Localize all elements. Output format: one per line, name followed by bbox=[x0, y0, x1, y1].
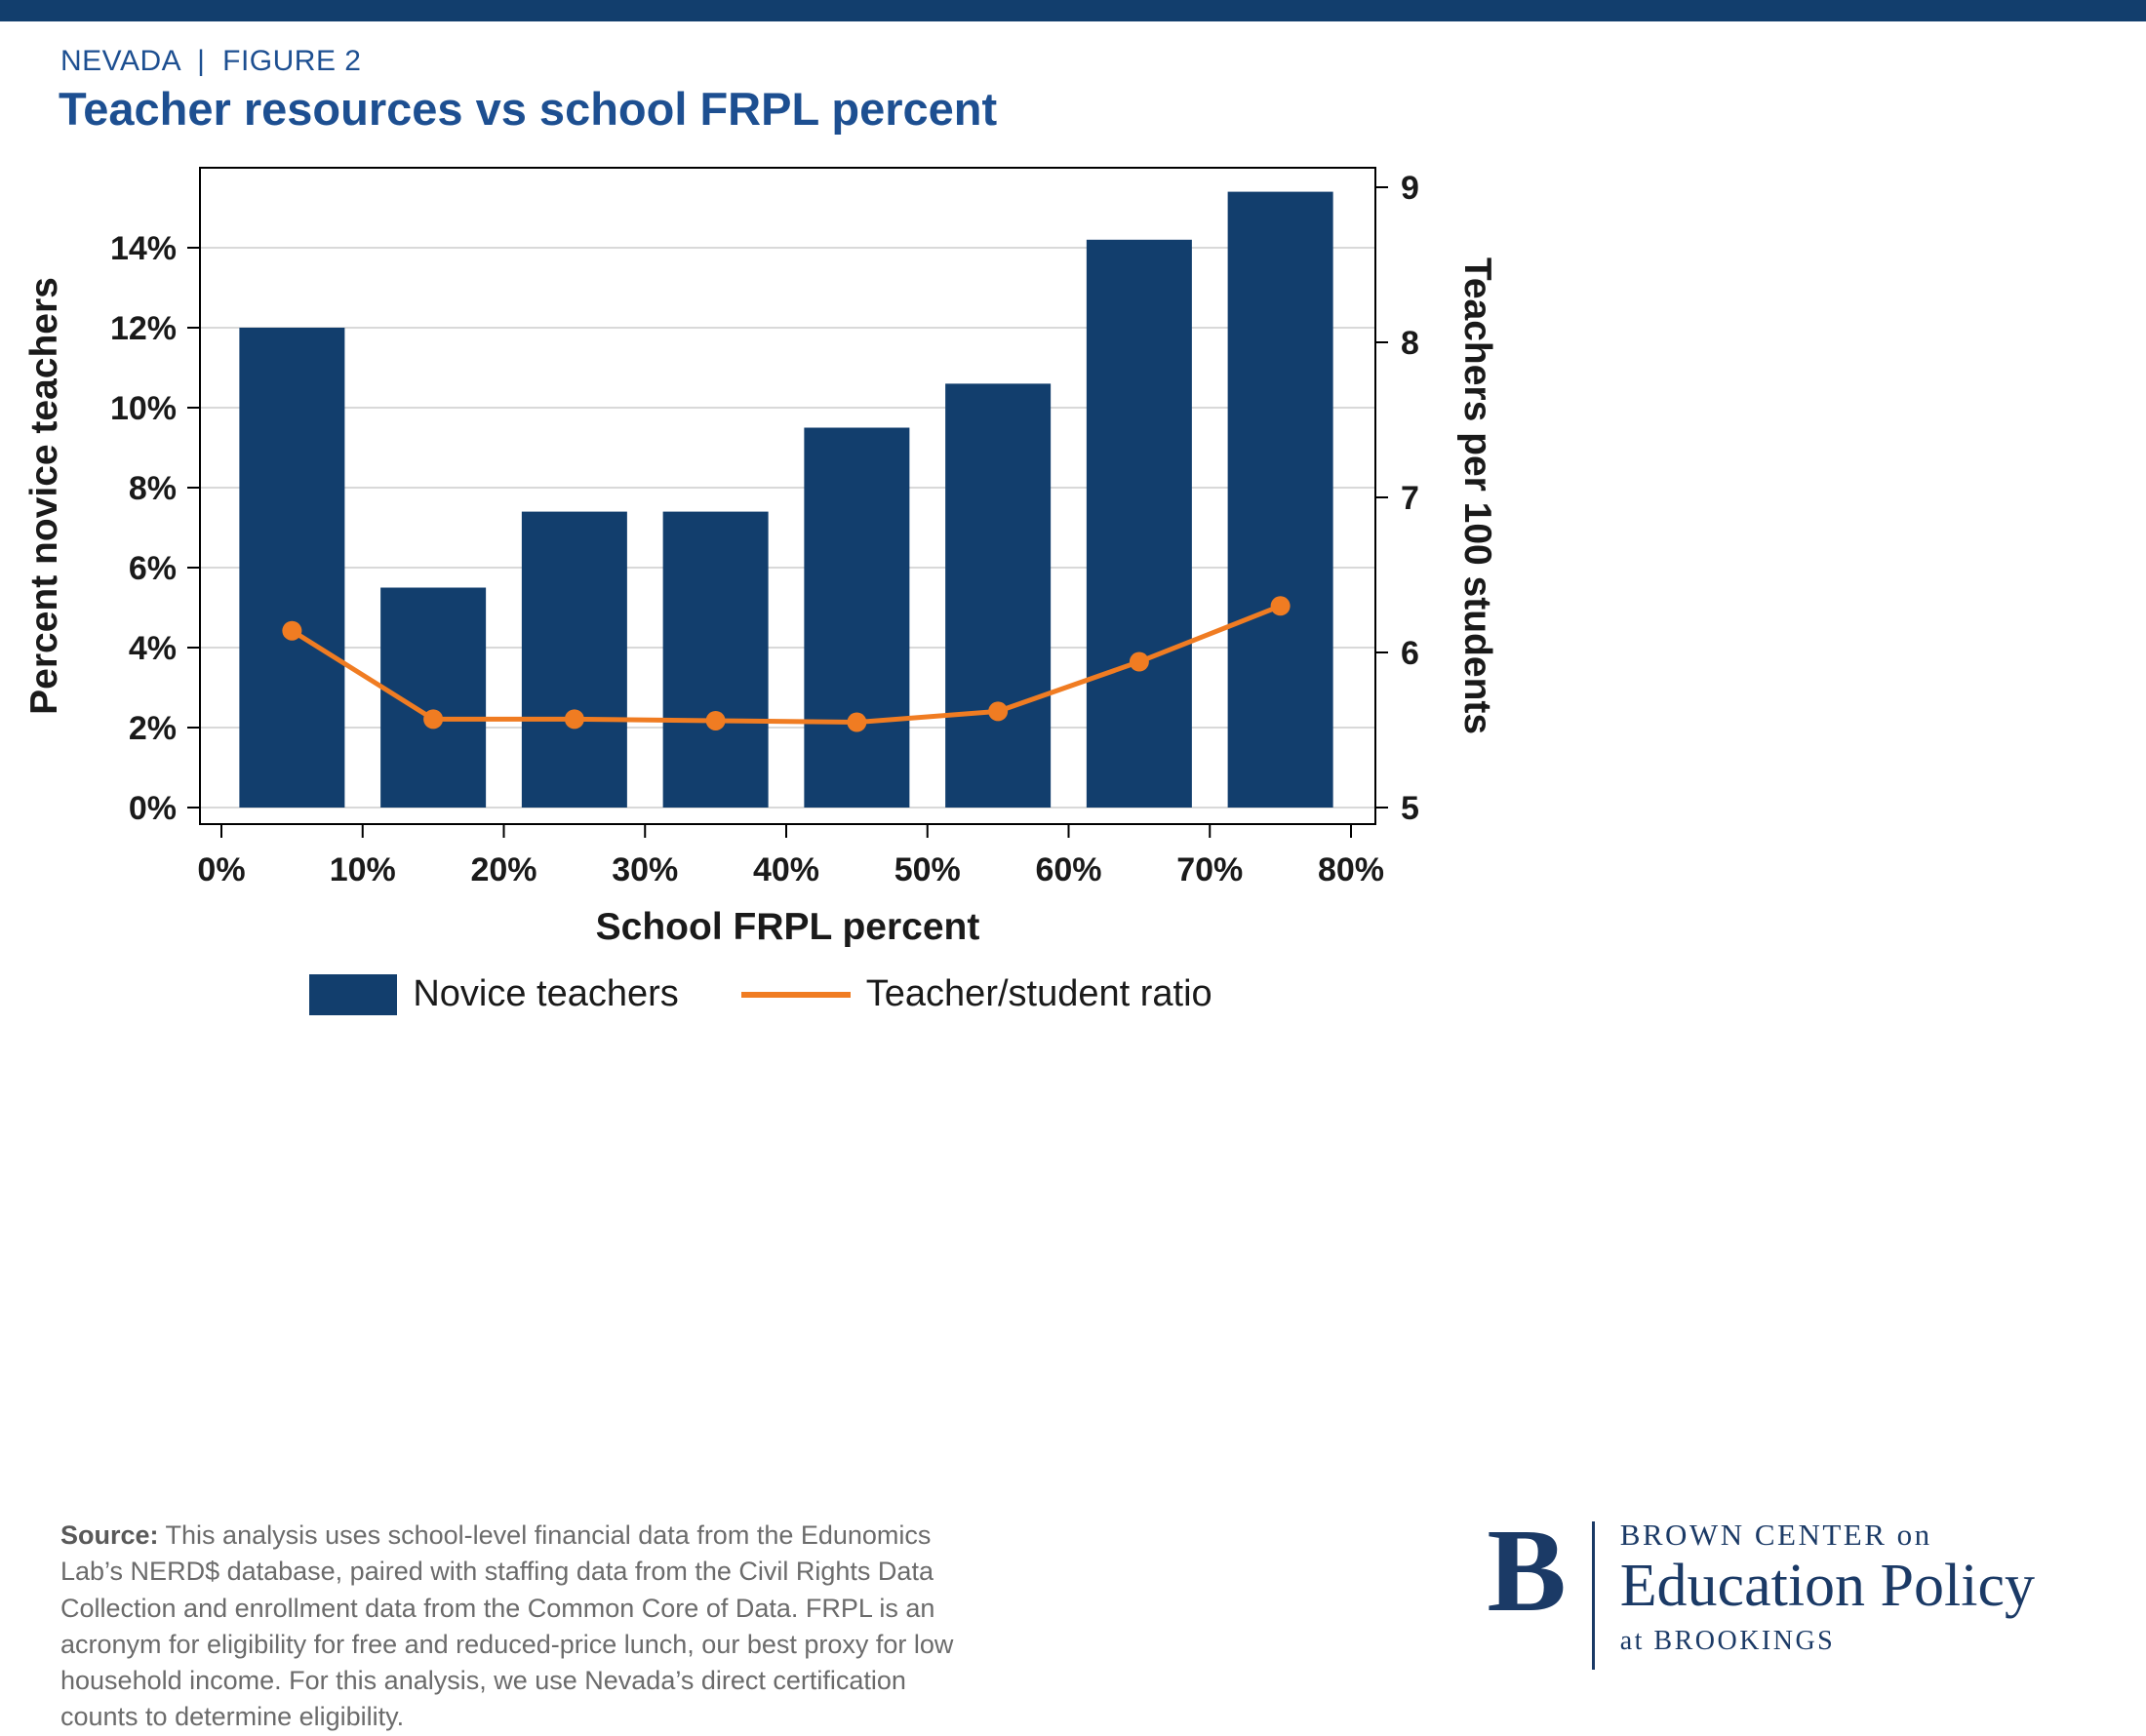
x-tick-label: 70% bbox=[1176, 851, 1243, 888]
brookings-b-mark: B bbox=[1487, 1505, 1567, 1637]
right-tick-label: 5 bbox=[1401, 790, 1419, 827]
logo-line2: Education Policy bbox=[1619, 1553, 2035, 1619]
left-tick-label: 4% bbox=[129, 630, 177, 667]
x-tick-label: 50% bbox=[894, 851, 961, 888]
right-tick-label: 6 bbox=[1401, 635, 1419, 672]
ratio-point-frpl-75 bbox=[1270, 596, 1291, 616]
ratio-point-frpl-45 bbox=[847, 712, 867, 732]
source-note: Source: This analysis uses school-level … bbox=[60, 1518, 989, 1736]
x-tick-label: 60% bbox=[1035, 851, 1101, 888]
logo-line1: BROWN CENTER on bbox=[1619, 1518, 1932, 1552]
x-tick-label: 10% bbox=[330, 851, 396, 888]
source-text: This analysis uses school-level financia… bbox=[60, 1520, 954, 1732]
bar-frpl-65 bbox=[1086, 239, 1192, 809]
x-tick-label: 30% bbox=[612, 851, 678, 888]
bar-frpl-5 bbox=[239, 328, 345, 808]
left-tick-label: 10% bbox=[110, 390, 177, 427]
legend-item-novice-teachers: Novice teachers bbox=[309, 973, 679, 1015]
logo-divider bbox=[1591, 1521, 1595, 1670]
top-accent-bar bbox=[0, 0, 2146, 21]
bar-frpl-45 bbox=[804, 427, 910, 808]
brookings-logo: B BROWN CENTER on Education Policy at BR… bbox=[1487, 1512, 2035, 1670]
legend-bar-swatch bbox=[309, 973, 398, 1015]
right-tick-label: 9 bbox=[1401, 170, 1419, 207]
x-axis-title: School FRPL percent bbox=[596, 906, 980, 948]
ratio-point-frpl-25 bbox=[564, 709, 584, 730]
footer: Source: This analysis uses school-level … bbox=[60, 1512, 2087, 1736]
page-title: Teacher resources vs school FRPL percent bbox=[59, 83, 998, 135]
left-tick-label: 2% bbox=[129, 710, 177, 747]
logo-wordmark: BROWN CENTER on Education Policy at BROO… bbox=[1620, 1518, 2035, 1657]
plot-border bbox=[199, 167, 1376, 825]
x-tick-label: 0% bbox=[197, 851, 245, 888]
ratio-line bbox=[291, 603, 1282, 726]
bar-frpl-35 bbox=[662, 511, 769, 808]
right-tick-label: 8 bbox=[1401, 325, 1419, 362]
chart: 0% 2% 4% 6% 8% 10% 12% 14% 5 6 7 8 9 0% 10% 20% 30% 40% 50… bbox=[0, 146, 1522, 956]
ratio-point-frpl-65 bbox=[1129, 651, 1149, 672]
right-tick-label: 7 bbox=[1401, 480, 1419, 517]
figure-eyebrow: NEVADA | FIGURE 2 bbox=[60, 45, 362, 77]
legend-bar-label: Novice teachers bbox=[413, 973, 679, 1014]
right-axis-title: Teachers per 100 students bbox=[1456, 257, 1498, 734]
source-label: Source: bbox=[60, 1520, 159, 1550]
x-tick-label: 40% bbox=[753, 851, 819, 888]
left-tick-label: 8% bbox=[129, 470, 177, 507]
legend-line-swatch bbox=[740, 991, 851, 998]
bar-frpl-55 bbox=[945, 383, 1052, 808]
bar-frpl-75 bbox=[1227, 191, 1333, 809]
left-tick-label: 0% bbox=[129, 790, 177, 827]
logo-line3: at BROOKINGS bbox=[1619, 1626, 1836, 1657]
left-tick-label: 6% bbox=[129, 550, 177, 587]
ratio-point-frpl-55 bbox=[988, 701, 1009, 722]
ratio-point-frpl-15 bbox=[423, 709, 444, 730]
chart-svg: 0% 2% 4% 6% 8% 10% 12% 14% 5 6 7 8 9 0% 10% 20% 30% 40% 50… bbox=[23, 167, 1498, 948]
legend-item-teacher-student-ratio: Teacher/student ratio bbox=[740, 973, 1212, 1015]
bar-frpl-25 bbox=[521, 511, 627, 808]
x-tick-label: 20% bbox=[470, 851, 536, 888]
left-axis-title: Percent novice teachers bbox=[23, 277, 65, 715]
chart-legend: Novice teachers Teacher/student ratio bbox=[0, 973, 1522, 1015]
x-tick-label: 80% bbox=[1318, 851, 1384, 888]
ratio-point-frpl-35 bbox=[705, 710, 726, 730]
left-tick-label: 12% bbox=[110, 310, 177, 347]
ratio-point-frpl-5 bbox=[282, 620, 302, 641]
legend-line-label: Teacher/student ratio bbox=[865, 973, 1212, 1014]
left-tick-label: 14% bbox=[110, 230, 177, 267]
